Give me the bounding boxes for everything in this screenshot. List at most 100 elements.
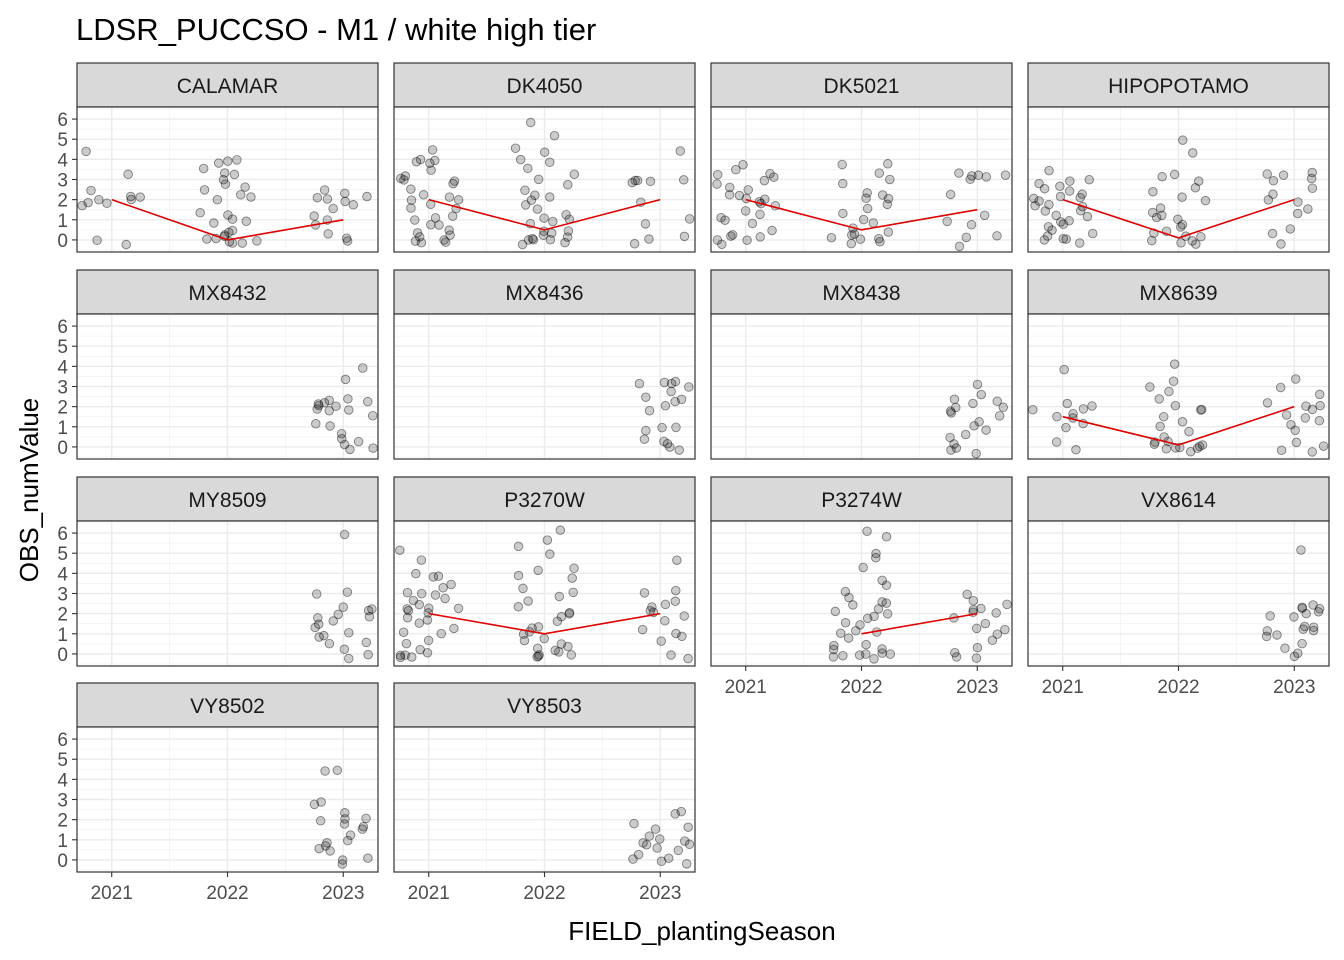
data-point [362,191,372,202]
data-point [724,182,735,193]
data-point [628,854,638,864]
facet-strip [393,62,696,108]
data-point [987,635,998,645]
data-point [549,130,560,141]
data-point [1193,176,1204,186]
data-point [828,644,839,655]
data-point [862,203,873,214]
data-point [1087,228,1098,239]
data-point [212,195,223,205]
data-point [1043,222,1054,232]
data-point [195,208,205,218]
data-point [683,653,693,664]
data-point [858,562,868,573]
data-point [121,239,131,250]
data-point [552,616,563,626]
data-point [94,194,104,205]
data-point [408,595,419,606]
chart-title: LDSR_PUCCSO - M1 / white high tier [76,12,596,47]
data-point [1151,212,1162,223]
x-tick-label: 2023 [639,883,681,904]
data-point [954,168,964,178]
panel-border [710,106,1013,253]
data-point [681,859,692,869]
data-point [361,813,371,824]
data-point [550,645,560,656]
data-point [520,200,531,210]
data-point [1154,394,1164,404]
data-point [341,233,352,244]
data-point [1275,382,1286,393]
data-point [976,389,987,400]
data-point [742,235,752,245]
data-point [361,637,372,648]
data-point [680,836,690,846]
data-point [513,541,524,552]
data-point [650,824,661,834]
y-tick-label: 6 [57,110,68,131]
data-point [224,227,234,238]
data-point [415,644,425,655]
data-point [1061,422,1071,433]
data-point [954,241,965,252]
data-point [310,622,320,633]
data-point [640,219,651,229]
data-point [322,194,333,204]
data-point [313,613,323,623]
x-tick-label: 2021 [408,883,450,904]
y-tick-label: 2 [57,398,68,419]
data-point [237,238,248,248]
data-point [861,649,871,659]
data-point [309,211,319,221]
data-point [1315,400,1325,411]
panel-border [393,313,696,460]
data-point [1276,239,1286,249]
data-point [1196,405,1206,415]
data-point [414,232,425,242]
data-point [875,236,885,247]
data-point [219,168,230,178]
data-point [414,618,425,628]
data-point [1169,359,1180,369]
data-point [364,612,375,622]
data-point [445,230,455,240]
data-point [83,197,93,208]
data-point [362,396,373,407]
data-point [874,168,885,178]
data-point [314,632,324,642]
data-point [353,436,364,447]
data-point [525,117,536,128]
data-point [683,822,693,832]
data-point [401,638,412,649]
data-point [1155,421,1165,432]
data-point [209,218,219,228]
data-point [434,220,444,230]
data-point [660,615,670,626]
data-point [881,580,892,591]
data-point [1157,172,1167,182]
data-point [1285,224,1295,234]
data-point [532,204,543,214]
data-point [991,608,1001,618]
data-point [1194,441,1205,452]
data-point [1307,167,1317,178]
data-point [861,639,871,650]
data-point [125,191,136,202]
facet-strip-label: P3274W [821,489,902,512]
data-point [962,589,972,600]
y-tick-label: 6 [57,730,68,751]
data-point [967,171,977,181]
data-point [561,210,571,220]
data-point [660,401,671,411]
data-point [314,400,324,411]
data-point [1262,169,1272,179]
data-point [720,215,730,225]
data-point [533,622,544,632]
data-point [666,378,677,389]
data-point [1261,631,1272,642]
data-point [517,239,528,250]
data-point [1064,216,1074,226]
data-point [433,571,444,581]
data-point [444,192,455,202]
data-point [945,432,955,443]
